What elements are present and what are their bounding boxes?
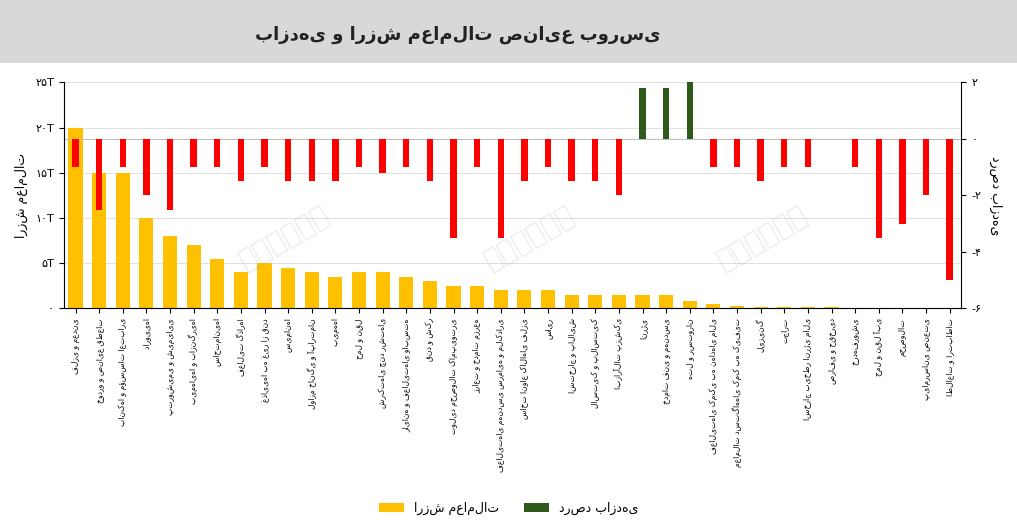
Bar xyxy=(328,277,343,308)
Bar xyxy=(706,304,720,308)
Bar xyxy=(167,139,173,209)
Bar xyxy=(96,139,103,209)
Bar xyxy=(777,307,791,308)
Bar xyxy=(143,139,149,196)
Bar xyxy=(281,268,295,308)
Y-axis label: ارزش معاملات: ارزش معاملات xyxy=(15,153,28,238)
Text: بازدهی و ارزش معاملات صنایع بورسی: بازدهی و ارزش معاملات صنایع بورسی xyxy=(255,25,660,43)
Text: تابناک: تابناک xyxy=(235,201,335,275)
Bar xyxy=(285,139,291,181)
Bar xyxy=(612,295,626,308)
Bar xyxy=(947,139,953,280)
Bar xyxy=(569,139,575,181)
Bar xyxy=(305,272,319,308)
Bar xyxy=(545,139,551,167)
Bar xyxy=(710,139,717,167)
Bar xyxy=(399,277,413,308)
Bar xyxy=(781,139,787,167)
Bar xyxy=(521,139,528,181)
Bar xyxy=(470,286,484,308)
Text: تابناک: تابناک xyxy=(713,201,813,275)
Bar xyxy=(333,139,339,181)
Bar xyxy=(163,236,177,308)
Bar xyxy=(541,290,555,308)
Bar xyxy=(493,290,507,308)
Bar xyxy=(663,88,669,139)
Bar xyxy=(730,306,744,308)
Text: تابناک: تابناک xyxy=(479,201,579,275)
Bar xyxy=(356,139,362,167)
Bar xyxy=(636,295,650,308)
Bar xyxy=(375,272,390,308)
Bar xyxy=(139,218,154,308)
Bar xyxy=(423,281,437,308)
Bar xyxy=(518,290,532,308)
Bar xyxy=(72,139,78,167)
Bar xyxy=(120,139,126,167)
Bar xyxy=(754,307,768,308)
Bar xyxy=(214,139,221,167)
Bar xyxy=(211,259,225,308)
Bar xyxy=(640,88,646,139)
Bar xyxy=(234,272,248,308)
Legend: ارزش معاملات, درصد بازدهی: ارزش معاملات, درصد بازدهی xyxy=(373,497,644,520)
Bar xyxy=(446,286,461,308)
Bar xyxy=(800,307,815,308)
Bar xyxy=(825,307,839,308)
Bar xyxy=(68,127,82,308)
Bar xyxy=(659,295,673,308)
Bar xyxy=(186,245,200,308)
Bar xyxy=(190,139,197,167)
Bar xyxy=(352,272,366,308)
Bar xyxy=(564,295,579,308)
Bar xyxy=(804,139,812,167)
Bar xyxy=(588,295,602,308)
Bar xyxy=(93,173,106,308)
Bar xyxy=(474,139,480,167)
Y-axis label: درصد بازدهی: درصد بازدهی xyxy=(989,156,1002,235)
Bar xyxy=(876,139,882,238)
Bar xyxy=(686,83,693,139)
Bar xyxy=(758,139,764,181)
Bar xyxy=(899,139,905,224)
Bar xyxy=(427,139,433,181)
Bar xyxy=(848,307,862,308)
Bar xyxy=(451,139,457,238)
Bar xyxy=(592,139,598,181)
Bar xyxy=(116,173,130,308)
Bar xyxy=(497,139,504,238)
Bar xyxy=(379,139,385,173)
Bar xyxy=(403,139,410,167)
Bar xyxy=(257,263,272,308)
Bar xyxy=(261,139,267,167)
Bar xyxy=(922,139,930,196)
Bar xyxy=(734,139,740,167)
Bar xyxy=(615,139,622,196)
Bar xyxy=(308,139,315,181)
Bar xyxy=(852,139,858,167)
Bar xyxy=(682,301,697,308)
Bar xyxy=(238,139,244,181)
